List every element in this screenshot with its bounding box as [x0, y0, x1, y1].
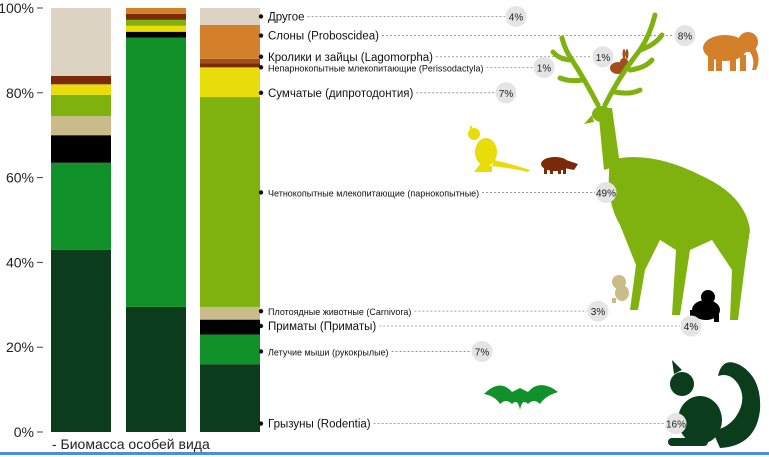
bar-segment — [200, 24, 260, 59]
category-label: Приматы (Приматы) — [268, 321, 376, 333]
animal-silhouettes — [468, 12, 761, 448]
label-dot — [258, 308, 264, 314]
bar-segment — [51, 8, 111, 76]
category-label: Сумчатые (дипротодонтия) — [268, 88, 413, 100]
percent-label: 7% — [499, 89, 514, 100]
percent-label: 16% — [666, 420, 686, 431]
percent-badge — [471, 340, 493, 362]
bar-segment — [51, 84, 111, 95]
bar-segment — [51, 116, 111, 136]
label-dot — [258, 14, 264, 19]
y-tick-label: 20% — [6, 339, 34, 355]
bar-segment — [200, 58, 260, 64]
category-label: Плотоядные животные (Carnivora) — [268, 307, 411, 317]
percent-label: 8% — [678, 32, 693, 43]
y-tick-label: 0% — [14, 424, 34, 440]
bar-segment — [51, 75, 111, 85]
bar-segment — [51, 94, 111, 117]
y-tick-label: 40% — [6, 254, 34, 270]
label-dot — [258, 349, 264, 354]
percent-label: 3% — [591, 307, 606, 318]
category-label: Грызуны (Rodentia) — [268, 419, 371, 431]
category-labels: Другое 4% Слоны (Proboscidea) 8% Кролики и з… — [268, 5, 702, 435]
category-label: Непарнокопытные млекопитающие (Perissoda… — [268, 63, 483, 73]
bar-segment — [126, 37, 186, 307]
percent-label: 1% — [596, 53, 611, 64]
label-dot — [258, 323, 264, 329]
percent-badge — [680, 315, 702, 337]
bar-segment — [126, 306, 186, 432]
bar-segment — [126, 19, 186, 26]
label-dot — [258, 33, 264, 38]
percent-badge — [495, 82, 517, 104]
y-tick-label: 60% — [6, 170, 34, 186]
percent-label: 4% — [684, 322, 699, 333]
percent-badge — [595, 181, 617, 203]
bar-segment — [200, 334, 260, 365]
y-axis: 0% 20% 40% 60% 80% 100% — [0, 0, 43, 440]
category-label: Слоны (Proboscidea) — [268, 31, 379, 43]
label-dot — [258, 190, 264, 195]
bar-segment — [200, 8, 260, 25]
y-tick-label: 100% — [0, 0, 34, 16]
bar-segment — [200, 364, 260, 432]
bar-segment — [51, 162, 111, 250]
percent-label: 49% — [596, 188, 616, 199]
bar-segment — [126, 13, 186, 20]
squirrel-icon — [668, 360, 761, 448]
percent-badge — [592, 46, 614, 68]
category-label: Кролики и зайцы (Lagomorpha) — [268, 52, 433, 64]
y-tick-label: 80% — [6, 85, 34, 101]
category-label: Четнокопытные млекопитающие (парнокопытн… — [268, 188, 479, 198]
percent-label: 1% — [537, 63, 552, 74]
percent-badge — [533, 56, 555, 78]
bar-segment — [126, 31, 186, 38]
label-dot — [258, 54, 264, 59]
bottom-rule — [0, 452, 769, 455]
category-label: Летучие мыши (рукокрылые) — [268, 347, 389, 357]
bar-segment — [200, 306, 260, 320]
bat-icon — [484, 385, 558, 410]
bar-segment — [51, 249, 111, 432]
percent-badge — [665, 413, 687, 435]
stacked-bars — [51, 8, 260, 432]
bar-segment — [200, 319, 260, 335]
percent-badge — [587, 300, 609, 322]
category-label: Другое — [268, 11, 305, 23]
percent-label: 4% — [509, 12, 524, 23]
bar-segment — [200, 97, 260, 307]
bar-segment — [126, 8, 186, 14]
bar-segment — [200, 67, 260, 98]
percent-badge — [505, 5, 527, 27]
label-dot — [258, 65, 264, 70]
bar-segment — [51, 135, 111, 163]
bar-segment — [126, 25, 186, 32]
label-leader-lines — [258, 14, 680, 426]
lion-icon — [612, 275, 629, 303]
x-axis-label: - Биомасса особей вида — [52, 436, 210, 452]
bar-segment — [200, 63, 260, 68]
label-dot — [258, 90, 264, 96]
label-dot — [258, 421, 264, 426]
kangaroo-icon — [468, 126, 530, 172]
percent-badge — [674, 25, 696, 47]
deer-icon — [550, 12, 750, 320]
rhino-icon — [541, 157, 578, 174]
percent-label: 7% — [475, 347, 490, 358]
elephant-icon — [703, 32, 759, 71]
